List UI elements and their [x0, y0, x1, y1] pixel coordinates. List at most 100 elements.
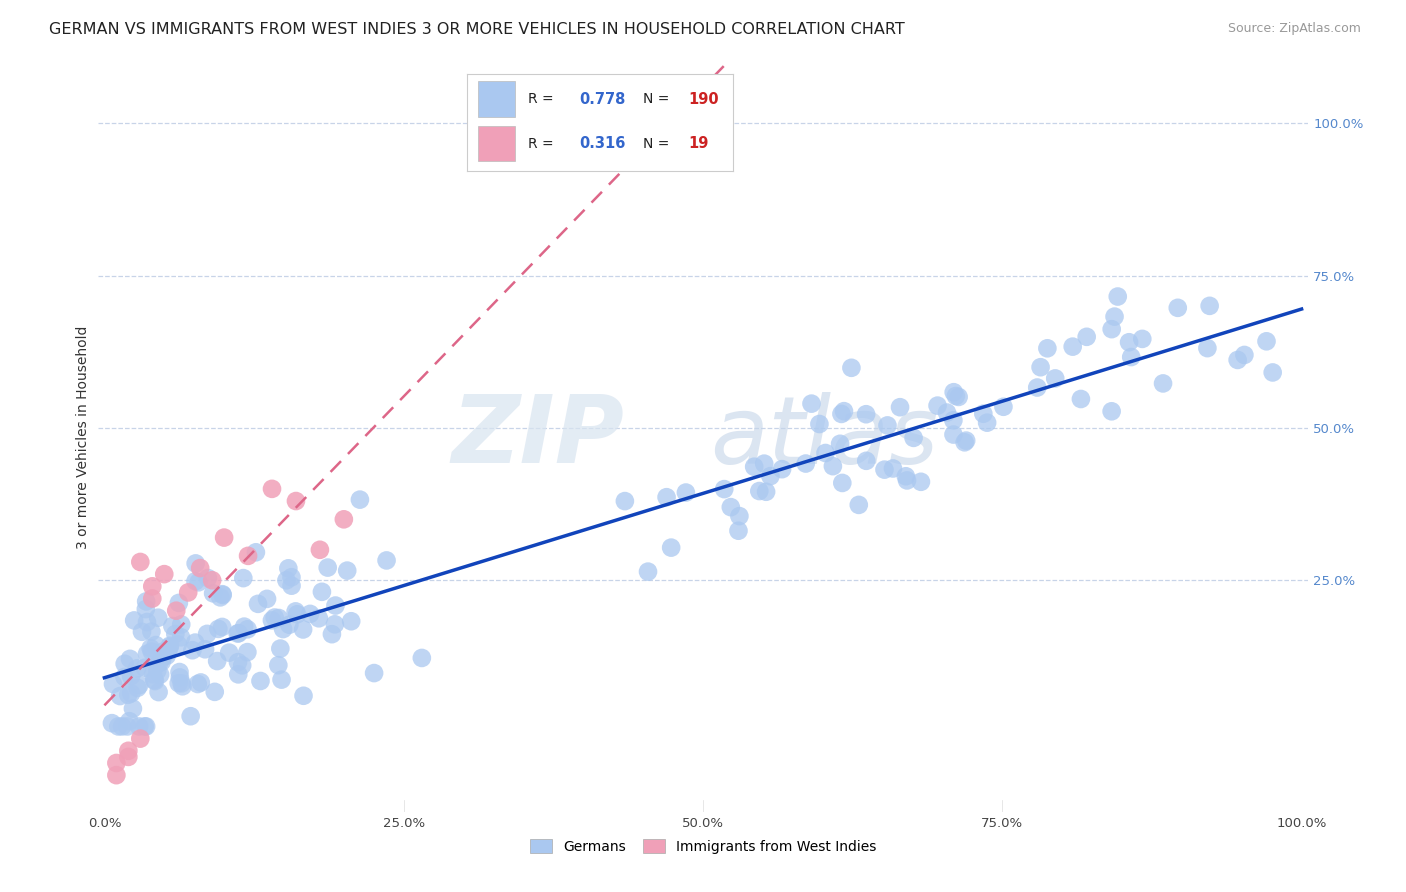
- Point: [233, 619, 256, 633]
- Point: [830, 437, 852, 451]
- Point: [299, 607, 322, 621]
- Point: [228, 626, 250, 640]
- Point: [127, 681, 149, 695]
- Point: [1167, 301, 1189, 315]
- Point: [1107, 289, 1129, 303]
- Point: [1062, 340, 1084, 354]
- Point: [184, 557, 207, 571]
- Point: [159, 640, 181, 654]
- Point: [128, 719, 150, 733]
- Point: [211, 587, 233, 601]
- Point: [120, 669, 142, 683]
- Point: [162, 619, 184, 633]
- Point: [107, 719, 129, 733]
- Point: [135, 594, 157, 608]
- Point: [292, 623, 315, 637]
- Point: [333, 512, 356, 526]
- Point: [120, 686, 142, 700]
- Point: [184, 574, 207, 589]
- Point: [165, 604, 187, 618]
- Point: [269, 641, 291, 656]
- Point: [131, 624, 153, 639]
- Point: [260, 613, 283, 627]
- Point: [873, 463, 896, 477]
- Point: [1256, 334, 1278, 349]
- Point: [167, 676, 190, 690]
- Point: [111, 719, 134, 733]
- Point: [1026, 380, 1049, 394]
- Point: [249, 673, 271, 688]
- Point: [260, 482, 283, 496]
- Point: [139, 641, 162, 656]
- Point: [1121, 350, 1143, 364]
- Point: [207, 622, 229, 636]
- Point: [247, 597, 270, 611]
- Point: [325, 599, 347, 613]
- Point: [263, 610, 285, 624]
- Point: [129, 731, 152, 746]
- Point: [831, 475, 853, 490]
- Point: [316, 560, 339, 574]
- Point: [955, 434, 977, 448]
- Point: [187, 575, 209, 590]
- Point: [143, 673, 166, 687]
- Point: [349, 492, 371, 507]
- Point: [149, 667, 172, 681]
- Point: [152, 649, 174, 664]
- Point: [226, 655, 249, 669]
- Point: [170, 617, 193, 632]
- Point: [340, 614, 363, 628]
- Point: [236, 549, 259, 563]
- Point: [1130, 332, 1153, 346]
- Point: [181, 643, 204, 657]
- Point: [141, 579, 163, 593]
- Point: [375, 553, 398, 567]
- Point: [1029, 360, 1052, 375]
- Point: [945, 389, 967, 403]
- Point: [284, 494, 307, 508]
- Point: [153, 567, 176, 582]
- Point: [280, 579, 302, 593]
- Point: [323, 617, 346, 632]
- Point: [1101, 404, 1123, 418]
- Point: [1197, 341, 1219, 355]
- Y-axis label: 3 or more Vehicles in Household: 3 or more Vehicles in Household: [76, 326, 90, 549]
- Point: [145, 638, 167, 652]
- Point: [169, 665, 191, 679]
- Point: [993, 400, 1015, 414]
- Point: [134, 719, 156, 733]
- Point: [942, 427, 965, 442]
- Point: [134, 661, 156, 675]
- Point: [172, 679, 194, 693]
- Point: [728, 509, 751, 524]
- Point: [748, 483, 770, 498]
- Point: [848, 498, 870, 512]
- Point: [727, 524, 749, 538]
- Point: [204, 685, 226, 699]
- Point: [105, 768, 128, 782]
- Point: [167, 596, 190, 610]
- Point: [157, 643, 180, 657]
- Point: [1226, 353, 1249, 368]
- Point: [118, 652, 141, 666]
- Point: [101, 677, 124, 691]
- Point: [814, 446, 837, 460]
- Point: [637, 565, 659, 579]
- Point: [195, 627, 218, 641]
- Point: [942, 413, 965, 427]
- Point: [152, 648, 174, 663]
- Point: [202, 586, 225, 600]
- Point: [187, 677, 209, 691]
- Point: [169, 670, 191, 684]
- Text: GERMAN VS IMMIGRANTS FROM WEST INDIES 3 OR MORE VEHICLES IN HOUSEHOLD CORRELATIO: GERMAN VS IMMIGRANTS FROM WEST INDIES 3 …: [49, 22, 905, 37]
- Point: [1152, 376, 1174, 391]
- Point: [101, 716, 124, 731]
- Point: [141, 624, 163, 639]
- Point: [114, 657, 136, 671]
- Point: [1045, 371, 1067, 385]
- Point: [188, 561, 211, 575]
- Point: [142, 667, 165, 681]
- Text: atlas: atlas: [710, 392, 938, 483]
- Point: [948, 390, 970, 404]
- Point: [135, 719, 157, 733]
